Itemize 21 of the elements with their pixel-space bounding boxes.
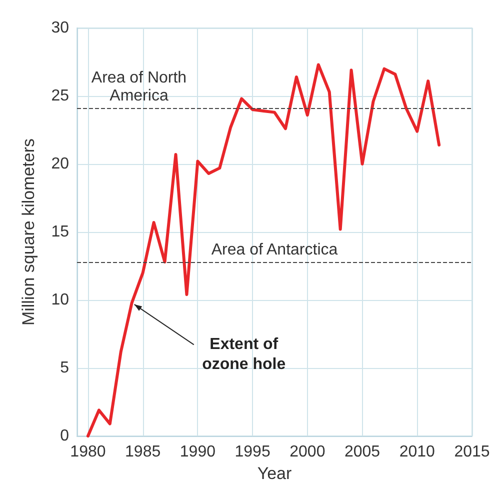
y-tick-label: 20 (51, 156, 70, 172)
y-tick-label: 10 (51, 292, 70, 308)
x-tick-label: 1985 (125, 444, 161, 460)
y-tick-label: 5 (60, 360, 70, 376)
x-tick-label: 1980 (70, 444, 106, 460)
ref-line-label: Area of North America (91, 70, 187, 105)
annotation: Extent of ozone hole (202, 336, 286, 374)
line-series (86, 63, 441, 438)
x-tick-label: 2015 (454, 444, 490, 460)
x-tick-label: 1990 (180, 444, 216, 460)
ref-line-label: Area of Antarctica (211, 241, 338, 258)
y-tick-label: 15 (51, 224, 70, 240)
y-tick-label: 0 (60, 428, 70, 444)
x-axis-title: Year (257, 464, 292, 483)
x-tick-label: 2010 (399, 444, 436, 460)
x-tick-label: 2000 (290, 444, 326, 460)
x-tick-label: 1995 (234, 444, 270, 460)
y-tick-label: 25 (51, 88, 70, 104)
x-tick-label: 2005 (344, 444, 380, 460)
y-tick-label: 30 (51, 20, 70, 36)
y-axis-title: Million square kilometers (19, 138, 38, 326)
